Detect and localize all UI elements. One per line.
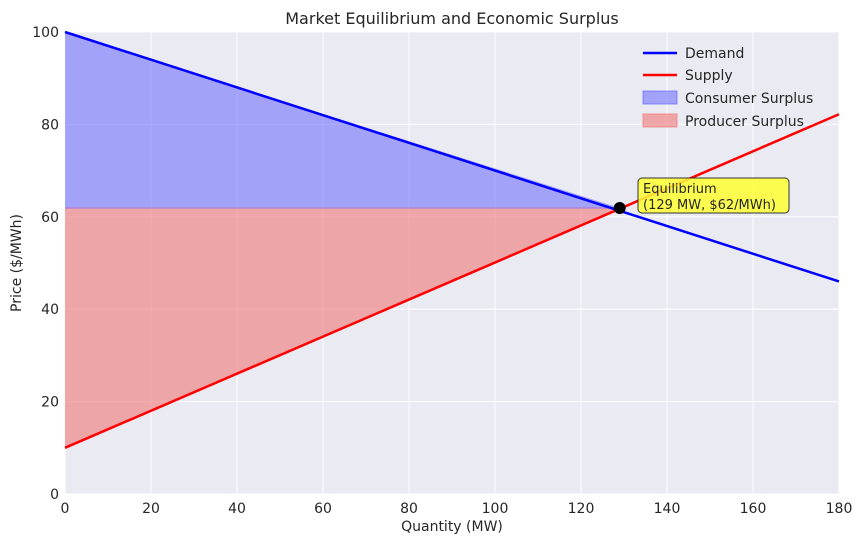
y-tick-label: 100	[32, 25, 59, 41]
supply-line	[64, 113, 840, 449]
y-tick-label: 0	[50, 487, 59, 503]
x-tick-label: 20	[142, 501, 160, 517]
x-axis-label: Quantity (MW)	[401, 519, 503, 535]
x-tick-label: 100	[482, 501, 509, 517]
x-tick-label: 120	[568, 501, 595, 517]
legend-supply-label: Supply	[685, 68, 733, 84]
series-lines	[64, 30, 840, 449]
legend-consumer-surplus-label: Consumer Surplus	[685, 91, 813, 107]
x-tick-label: 60	[314, 501, 332, 517]
legend-producer-surplus-label: Producer Surplus	[685, 114, 804, 130]
legend-demand-label: Demand	[685, 46, 744, 62]
y-tick-label: 60	[41, 210, 59, 226]
legend: Demand Supply Consumer Surplus Producer …	[642, 46, 813, 130]
x-tick-label: 40	[228, 501, 246, 517]
legend-consumer-surplus-swatch	[642, 90, 678, 105]
axes: 0 20 40 60 80 100 120 140 160 180 0 20 40 60 80 100	[32, 25, 852, 517]
y-axis-label: Price ($/MWh)	[9, 214, 25, 312]
x-tick-label: 0	[61, 501, 70, 517]
x-tick-label: 140	[654, 501, 681, 517]
equilibrium-annotation: Equilibrium (129 MW, $62/MWh)	[637, 177, 790, 214]
chart-title: Market Equilibrium and Economic Surplus	[285, 9, 619, 28]
y-tick-label: 40	[41, 302, 59, 318]
demand-line	[64, 30, 840, 283]
x-tick-label: 160	[740, 501, 767, 517]
x-tick-label: 180	[826, 501, 853, 517]
legend-producer-surplus-swatch	[642, 113, 678, 128]
annotation-value: (129 MW, $62/MWh)	[643, 198, 776, 213]
y-tick-label: 80	[41, 117, 59, 133]
equilibrium-point	[613, 202, 626, 215]
x-tick-label: 80	[400, 501, 418, 517]
annotation-box	[637, 177, 790, 214]
y-tick-label: 20	[41, 395, 59, 411]
annotation-title: Equilibrium	[643, 182, 717, 197]
